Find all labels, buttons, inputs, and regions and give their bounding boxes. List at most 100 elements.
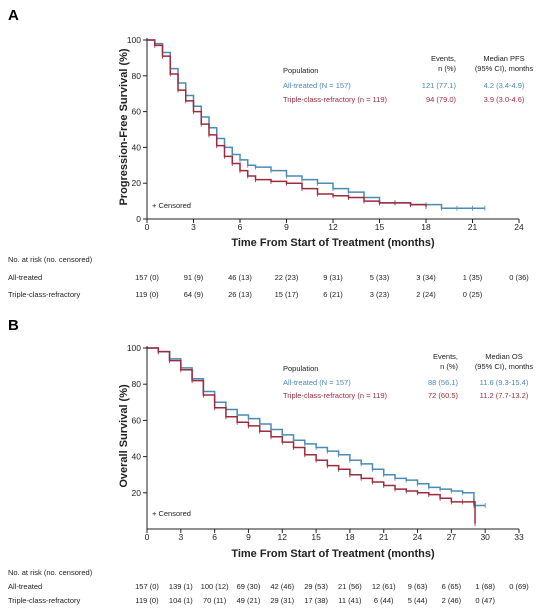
panel-b-legend-tcr-label: Triple-class-refractory (n = 119) [283, 391, 387, 400]
x-tick-label: 15 [375, 222, 385, 232]
risk-value-triple-class-refractory: 2 (24) [416, 290, 436, 299]
panel-a-risk-table: No. at risk (no. censored) All-treated T… [8, 255, 529, 299]
risk-value-all-treated: 139 (1) [169, 582, 193, 591]
risk-value-triple-class-refractory: 2 (46) [442, 596, 462, 605]
risk-value-triple-class-refractory: 15 (17) [275, 290, 299, 299]
panel-a-risk-label-all-treated: All-treated [8, 273, 42, 282]
x-tick-label: 9 [284, 222, 289, 232]
panel-a-legend: Population Events, n (%) Median PFS (95%… [283, 54, 533, 104]
panel-a-legend-events-header: Events, [431, 54, 456, 63]
x-tick-label: 12 [278, 532, 288, 542]
panel-b-legend-tcr-events: 72 (60.5) [428, 391, 459, 400]
panel-b-x-axis-title: Time From Start of Treatment (months) [231, 548, 435, 560]
y-tick-label: 40 [132, 142, 142, 152]
risk-value-all-treated: 6 (65) [442, 582, 462, 591]
x-tick-label: 18 [345, 532, 355, 542]
risk-value-all-treated: 69 (30) [237, 582, 261, 591]
y-tick-label: 80 [132, 71, 142, 81]
panel-b-risk-table: No. at risk (no. censored) All-treated T… [8, 568, 529, 605]
panel-a-legend-population-header: Population [283, 66, 318, 75]
x-tick-label: 3 [191, 222, 196, 232]
risk-value-triple-class-refractory: 49 (21) [237, 596, 261, 605]
y-tick-label: 20 [132, 178, 142, 188]
x-tick-label: 18 [421, 222, 431, 232]
x-tick-label: 27 [447, 532, 457, 542]
x-tick-label: 24 [413, 532, 423, 542]
panel-a-legend-median-subheader: (95% CI), months [475, 64, 534, 73]
x-tick-label: 6 [238, 222, 243, 232]
x-tick-label: 12 [328, 222, 338, 232]
panel-a-legend-all-treated-events: 121 (77.1) [422, 81, 457, 90]
panel-a-risk-header: No. at risk (no. censored) [8, 255, 93, 264]
panel-b-risk-header: No. at risk (no. censored) [8, 568, 93, 577]
x-tick-label: 9 [246, 532, 251, 542]
panel-b-legend-all-treated-events: 88 (56.1) [428, 378, 459, 387]
x-tick-label: 6 [212, 532, 217, 542]
risk-value-triple-class-refractory: 104 (1) [169, 596, 193, 605]
risk-value-triple-class-refractory: 29 (31) [270, 596, 294, 605]
panel-a-legend-tcr-median: 3.9 (3.0-4.6) [484, 95, 525, 104]
risk-value-triple-class-refractory: 5 (44) [408, 596, 428, 605]
series-line-triple-class-refractory [147, 347, 476, 524]
risk-value-all-treated: 42 (46) [270, 582, 294, 591]
risk-value-triple-class-refractory: 3 (23) [370, 290, 390, 299]
panel-b: B 0 3 6 9 12 15 18 21 24 27 30 33 20 40 60 80 100 + Cens… [8, 317, 533, 605]
x-tick-label: 24 [514, 222, 524, 232]
y-tick-label: 40 [132, 452, 142, 462]
risk-value-all-treated: 12 (61) [372, 582, 396, 591]
y-tick-label: 100 [127, 343, 141, 353]
panel-b-legend-events-header: Events, [433, 352, 458, 361]
risk-value-all-treated: 3 (34) [416, 273, 436, 282]
x-tick-label: 30 [480, 532, 490, 542]
panel-b-legend-median-subheader: (95% CI), months [475, 362, 534, 371]
panel-a-legend-all-treated-median: 4.2 (3.4-4.9) [484, 81, 525, 90]
risk-value-triple-class-refractory: 6 (44) [374, 596, 394, 605]
risk-value-all-treated: 22 (23) [275, 273, 299, 282]
risk-value-all-treated: 157 (0) [135, 582, 159, 591]
y-tick-label: 80 [132, 379, 142, 389]
panel-b-legend-all-treated-label: All-treated (N = 157) [283, 378, 351, 387]
risk-value-all-treated: 5 (33) [370, 273, 390, 282]
risk-value-all-treated: 0 (36) [509, 273, 529, 282]
panel-b-legend-median-header: Median OS [485, 352, 523, 361]
panel-a-y-axis-title: Progression-Free Survival (%) [118, 48, 130, 205]
x-tick-label: 15 [311, 532, 321, 542]
risk-value-all-treated: 1 (68) [475, 582, 495, 591]
risk-value-all-treated: 21 (56) [338, 582, 362, 591]
x-tick-label: 21 [468, 222, 478, 232]
risk-value-all-treated: 100 (12) [201, 582, 229, 591]
x-tick-label: 3 [178, 532, 183, 542]
risk-value-triple-class-refractory: 0 (25) [463, 290, 483, 299]
panel-a-risk-label-tcr: Triple-class-refractory [8, 290, 80, 299]
panel-a-legend-tcr-label: Triple-class-refractory (n = 119) [283, 95, 387, 104]
panel-b-legend-population-header: Population [283, 364, 318, 373]
panel-a-legend-events-subheader: n (%) [438, 64, 456, 73]
panel-b-legend-tcr-median: 11.2 (7.7-13.2) [480, 391, 529, 400]
y-tick-label: 60 [132, 415, 142, 425]
x-tick-label: 21 [379, 532, 389, 542]
panel-a-x-axis-title: Time From Start of Treatment (months) [231, 237, 435, 249]
panel-b-risk-label-all-treated: All-treated [8, 582, 42, 591]
risk-value-all-treated: 29 (53) [304, 582, 328, 591]
y-tick-label: 0 [136, 214, 141, 224]
risk-value-all-treated: 46 (13) [228, 273, 252, 282]
risk-value-triple-class-refractory: 119 (0) [135, 596, 159, 605]
risk-value-triple-class-refractory: 119 (0) [135, 290, 159, 299]
x-tick-label: 33 [514, 532, 524, 542]
x-tick-label: 0 [145, 222, 150, 232]
panel-b-censored-note: + Censored [152, 509, 191, 518]
series-line-triple-class-refractory [147, 39, 427, 207]
panel-b-letter: B [8, 317, 19, 334]
risk-value-all-treated: 91 (9) [184, 273, 204, 282]
y-tick-label: 20 [132, 488, 142, 498]
risk-value-triple-class-refractory: 17 (38) [304, 596, 328, 605]
panel-b-legend-events-subheader: n (%) [440, 362, 458, 371]
risk-value-all-treated: 0 (69) [509, 582, 529, 591]
risk-value-all-treated: 157 (0) [135, 273, 159, 282]
panel-a-legend-median-header: Median PFS [483, 54, 524, 63]
risk-value-all-treated: 1 (35) [463, 273, 483, 282]
risk-value-all-treated: 9 (31) [323, 273, 343, 282]
risk-value-triple-class-refractory: 64 (9) [184, 290, 204, 299]
panel-b-risk-label-tcr: Triple-class-refractory [8, 596, 80, 605]
risk-value-triple-class-refractory: 26 (13) [228, 290, 252, 299]
